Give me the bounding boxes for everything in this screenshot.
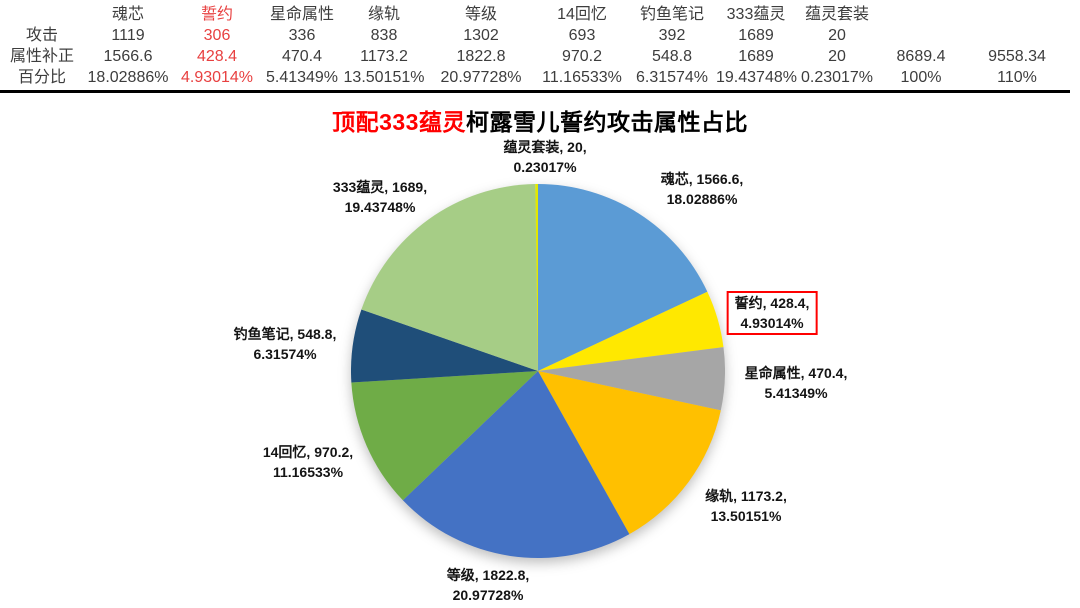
chart-title-highlight: 顶配333蕴灵 <box>332 109 466 135</box>
table-cell: 20.97728% <box>440 69 522 86</box>
pie-label-1: 魂芯, 1566.6, 18.02886% <box>661 169 744 209</box>
table-col-header: 蕴灵套装 <box>804 6 869 23</box>
pie-label-6: 14回忆, 970.2, 11.16533% <box>263 442 353 482</box>
pie-label-line2: 20.97728% <box>452 587 524 603</box>
table-cell: 100% <box>900 69 942 86</box>
pie-label-2-highlighted: 誓约, 428.4, 4.93014% <box>726 291 818 335</box>
pie-label-line1: 缘轨, 1173.2, <box>705 488 787 504</box>
pie-label-4: 缘轨, 1173.2, 13.50151% <box>705 486 787 526</box>
table-cell: 20 <box>828 27 846 44</box>
table-cell: 1173.2 <box>360 48 408 65</box>
table-col-header: 缘轨 <box>367 6 400 23</box>
table-cell: 392 <box>658 27 686 44</box>
pie-label-7: 钓鱼笔记, 548.8, 6.31574% <box>234 324 337 364</box>
pie-label-5: 等级, 1822.8, 20.97728% <box>447 565 530 605</box>
table-cell: 306 <box>203 27 231 44</box>
table-cell: 18.02886% <box>87 69 169 86</box>
table-row-header: 百分比 <box>17 69 66 86</box>
table-cell: 20 <box>828 48 846 65</box>
pie-slice-2 <box>538 291 724 371</box>
table-cell: 1689 <box>738 27 774 44</box>
pie-label-line1: 星命属性, 470.4, <box>744 365 848 381</box>
pie-label-line1: 333蕴灵, 1689, <box>332 179 428 195</box>
pie-label-line2: 13.50151% <box>710 508 782 524</box>
table-cell: 693 <box>568 27 596 44</box>
table-cell: 548.8 <box>651 48 693 65</box>
pie-label-line1: 等级, 1822.8, <box>446 567 530 583</box>
table-col-header: 魂芯 <box>111 6 144 23</box>
pie-label-line2: 19.43748% <box>344 199 416 215</box>
attack-stats-table: 魂芯 誓约 星命属性 缘轨 等级 14回忆 钓鱼笔记 333蕴灵 蕴灵套装攻击 1119 306 33… <box>0 4 1070 93</box>
table-row-header: 属性补正 <box>9 48 74 65</box>
pie-label-line2: 11.16533% <box>272 464 344 480</box>
table-cell: 9558.34 <box>988 48 1046 65</box>
table-col-header: 14回忆 <box>557 6 607 23</box>
pie-label-line2: 4.93014% <box>740 315 804 331</box>
pie-slice-9 <box>535 184 538 371</box>
table-cell: 336 <box>288 27 316 44</box>
pie-slice-5 <box>402 371 630 559</box>
table-col-header: 誓约 <box>200 6 233 23</box>
pie-label-line1: 誓约, 428.4, <box>734 295 810 311</box>
table-cell: 8689.4 <box>896 48 946 65</box>
pie-label-line1: 魂芯, 1566.6, <box>660 171 744 187</box>
table-cell: 13.50151% <box>343 69 425 86</box>
table-cell: 11.16533% <box>542 69 622 86</box>
pie-label-9: 蕴灵套装, 20, 0.23017% <box>503 137 586 177</box>
pie-label-line2: 18.02886% <box>666 191 738 207</box>
pie-slice-7 <box>351 309 538 383</box>
table-cell: 428.4 <box>196 48 238 65</box>
pie-slice-1 <box>538 184 708 371</box>
pie-label-line1: 蕴灵套装, 20, <box>503 139 587 155</box>
pie-label-line2: 0.23017% <box>513 159 577 175</box>
table-col-header: 333蕴灵 <box>726 6 786 23</box>
pie-label-line1: 钓鱼笔记, 548.8, <box>233 326 337 342</box>
pie-slice-3 <box>538 347 725 411</box>
table-col-header: 星命属性 <box>269 6 334 23</box>
pie-label-line1: 14回忆, 970.2, <box>262 444 354 460</box>
pie-label-line2: 6.31574% <box>253 346 317 362</box>
table-cell: 19.43748% <box>716 69 797 86</box>
table-row-header: 攻击 <box>25 27 58 44</box>
table-col-header: 钓鱼笔记 <box>639 6 704 23</box>
pie-label-3: 星命属性, 470.4, 5.41349% <box>745 363 848 403</box>
table-cell: 1119 <box>111 27 145 44</box>
table-cell: 1689 <box>738 48 774 65</box>
table-cell: 4.93014% <box>180 69 254 86</box>
table-cell: 0.23017% <box>800 69 874 86</box>
table-cell: 1822.8 <box>456 48 506 65</box>
chart-title: 顶配333蕴灵柯露雪儿誓约攻击属性占比 <box>0 103 1080 137</box>
table-cell: 1566.6 <box>103 48 153 65</box>
chart-title-main: 柯露雪儿誓约攻击属性占比 <box>465 109 748 135</box>
pie-slice-8 <box>361 184 538 371</box>
pie-label-8: 333蕴灵, 1689, 19.43748% <box>333 177 427 217</box>
table-cell: 470.4 <box>281 48 323 65</box>
table-cell: 970.2 <box>561 48 603 65</box>
table-cell: 110% <box>997 69 1037 86</box>
pie-slice-4 <box>538 371 721 535</box>
pie-label-line2: 5.41349% <box>764 385 828 401</box>
table-cell: 6.31574% <box>635 69 709 86</box>
table-cell: 5.41349% <box>265 69 339 86</box>
pie-slice-6 <box>351 371 538 501</box>
table-cell: 1302 <box>463 27 499 44</box>
table-col-header: 等级 <box>464 6 497 23</box>
table-cell: 838 <box>370 27 398 44</box>
